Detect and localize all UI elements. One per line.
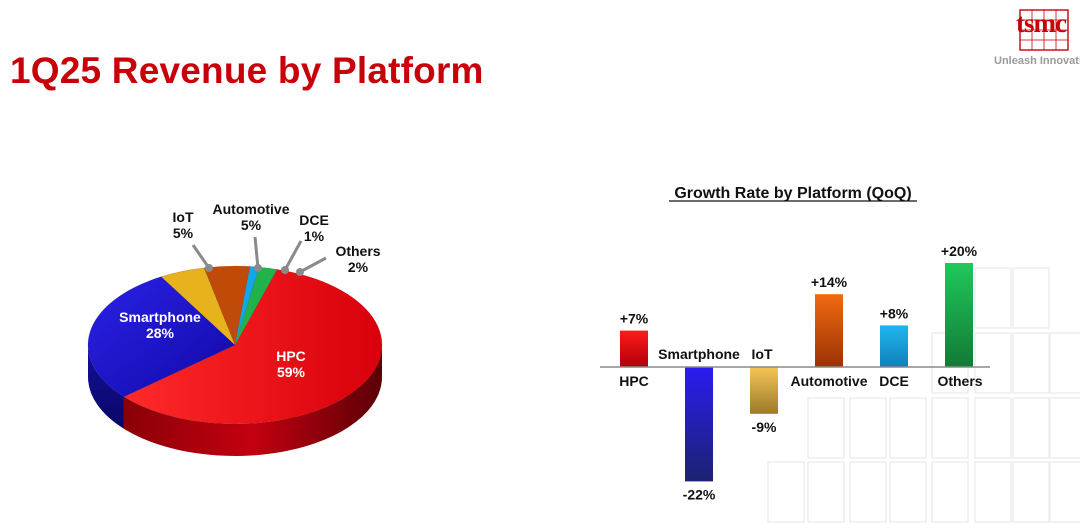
background-square [849, 461, 887, 523]
brand-name: tsmc [1016, 8, 1067, 38]
bar-value-iot: -9% [752, 419, 777, 435]
bar-hpc [620, 330, 648, 367]
bar-iot [750, 367, 778, 414]
pie-value-hpc: 59% [277, 364, 306, 380]
bar-value-dce: +8% [880, 305, 909, 321]
pie-slice-iot [160, 267, 236, 346]
bar-others [945, 263, 973, 367]
pie-value-automotive: 5% [241, 217, 262, 233]
page-title: 1Q25 Revenue by Platform [10, 50, 484, 91]
background-square [974, 332, 1012, 394]
pie-sides [88, 345, 382, 457]
pie-leader-iot [191, 244, 211, 269]
background-square [1049, 332, 1080, 394]
background-square [1012, 267, 1050, 329]
bar-category-hpc: HPC [619, 373, 649, 389]
pie-label-hpc: HPC [276, 348, 306, 364]
pie-leader-dot-dce [281, 266, 289, 274]
pie-leader-automotive [253, 236, 260, 269]
background-square [807, 461, 845, 523]
pie-label-smartphone: Smartphone [119, 309, 201, 325]
bar-smartphone [685, 367, 713, 482]
bar-category-smartphone: Smartphone [658, 346, 740, 362]
tsmc-logo [1019, 9, 1069, 51]
background-square [767, 461, 805, 523]
bar-category-iot: IoT [752, 346, 773, 362]
bar-value-automotive: +14% [811, 274, 848, 290]
background-square [931, 461, 969, 523]
bar-category-dce: DCE [879, 373, 909, 389]
pie-label-dce: DCE [299, 212, 329, 228]
pie-leader-others [299, 256, 327, 274]
pie-label-iot: IoT [173, 209, 194, 225]
bar-dce [880, 325, 908, 367]
background-square [807, 397, 845, 459]
pie-side-hpc [123, 345, 382, 457]
background-square [1012, 461, 1050, 523]
pie-label-automotive: Automotive [213, 201, 290, 217]
pie-label-others: Others [335, 243, 380, 259]
bar-chart-title: Growth Rate by Platform (QoQ) [674, 185, 911, 202]
bar-value-others: +20% [941, 243, 978, 259]
pie-slice-automotive [203, 265, 251, 347]
pie-value-iot: 5% [173, 225, 194, 241]
pie-slice-smartphone [87, 276, 236, 398]
pie-slice-hpc [123, 268, 383, 425]
background-square [849, 397, 887, 459]
background-square [889, 397, 927, 459]
background-square [1012, 332, 1050, 394]
pie-value-smartphone: 28% [146, 325, 175, 341]
background-square [974, 461, 1012, 523]
brand-tagline: Unleash Innovation [994, 55, 1080, 67]
pie-tops [87, 265, 383, 425]
pie-leader-dot-automotive [254, 264, 262, 272]
pie-value-dce: 1% [304, 228, 325, 244]
background-square [1012, 397, 1050, 459]
pie-leader-dce [283, 240, 303, 271]
bar-category-others: Others [937, 373, 982, 389]
background-square [1049, 461, 1080, 523]
background-square [889, 461, 927, 523]
bar-value-smartphone: -22% [683, 486, 716, 502]
pie-side-smartphone [88, 345, 124, 429]
pie-leader-dot-others [296, 268, 304, 276]
pie-value-others: 2% [348, 259, 369, 275]
bar-category-automotive: Automotive [791, 373, 868, 389]
bar-automotive [815, 294, 843, 367]
background-square [1049, 397, 1080, 459]
background-square [974, 397, 1012, 459]
background-square [974, 267, 1012, 329]
bar-value-hpc: +7% [620, 311, 649, 327]
background-square [931, 397, 969, 459]
pie-leader-dot-iot [205, 264, 213, 272]
